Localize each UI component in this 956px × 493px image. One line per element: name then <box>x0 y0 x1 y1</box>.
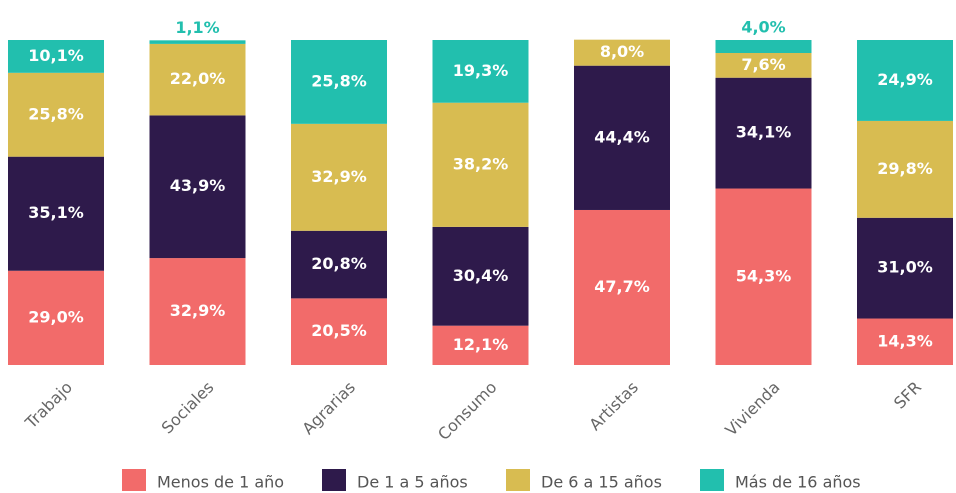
value-label: 1,1% <box>175 18 219 37</box>
value-label: 54,3% <box>736 266 792 285</box>
x-tick-label: Trabajo <box>21 378 76 433</box>
value-label: 31,0% <box>877 258 933 277</box>
legend-swatch <box>506 469 530 491</box>
value-label: 29,8% <box>877 159 933 178</box>
legend-label: De 1 a 5 años <box>357 473 468 492</box>
value-label: 44,4% <box>594 127 650 146</box>
bar-segment <box>574 209 670 365</box>
legend-swatch <box>322 469 346 491</box>
value-label: 34,1% <box>736 123 792 142</box>
x-tick-label: Vivienda <box>721 378 783 440</box>
value-label: 35,1% <box>28 203 84 222</box>
value-label: 19,3% <box>453 61 509 80</box>
bar-segment <box>715 40 812 53</box>
bar-segment <box>149 258 246 365</box>
bar-segment <box>432 40 529 103</box>
legend-swatch <box>122 469 146 491</box>
value-label: 25,8% <box>311 71 367 90</box>
value-label: 32,9% <box>170 301 226 320</box>
x-tick-label: SFR <box>890 378 925 413</box>
value-label: 43,9% <box>170 176 226 195</box>
bar-segment <box>149 43 246 116</box>
value-label: 32,9% <box>311 167 367 186</box>
value-label: 8,0% <box>600 42 644 61</box>
bar-segment <box>291 298 387 365</box>
legend-swatch <box>700 469 724 491</box>
bar-segment <box>857 318 953 365</box>
bar-segment <box>715 77 812 189</box>
legend-label: De 6 a 15 años <box>541 473 662 492</box>
x-tick-label: Consumo <box>434 378 500 444</box>
bar-segment <box>8 156 104 271</box>
value-label: 20,5% <box>311 321 367 340</box>
bar-segment <box>291 230 387 299</box>
bar-segment <box>291 40 387 124</box>
bar-segment <box>715 188 812 365</box>
x-tick-label: Agrarias <box>298 378 359 439</box>
bar-segment <box>432 325 529 365</box>
value-label: 25,8% <box>28 104 84 123</box>
bar-segment <box>8 72 104 157</box>
value-label: 4,0% <box>741 18 785 37</box>
value-label: 22,0% <box>170 69 226 88</box>
bar-segment <box>857 217 953 319</box>
bar-segment <box>574 39 670 66</box>
bar-segment <box>857 120 953 218</box>
bar-segment <box>149 40 246 44</box>
value-label: 7,6% <box>741 55 785 74</box>
value-label: 12,1% <box>453 335 509 354</box>
value-label: 14,3% <box>877 331 933 350</box>
value-label: 38,2% <box>453 154 509 173</box>
value-label: 10,1% <box>28 46 84 65</box>
legend-label: Más de 16 años <box>735 473 861 492</box>
bar-segment <box>574 65 670 210</box>
bar-segment <box>8 270 104 365</box>
value-label: 47,7% <box>594 277 650 296</box>
value-label: 24,9% <box>877 70 933 89</box>
bar-segment <box>432 102 529 227</box>
x-tick-label: Sociales <box>158 378 218 438</box>
bar-segment <box>715 53 812 78</box>
value-label: 29,0% <box>28 307 84 326</box>
value-label: 20,8% <box>311 254 367 273</box>
value-label: 30,4% <box>453 266 509 285</box>
bar-segment <box>8 40 104 73</box>
legend-label: Menos de 1 año <box>157 473 284 492</box>
x-tick-label: Artistas <box>585 378 642 435</box>
bar-segment <box>857 40 953 121</box>
bar-segment <box>291 123 387 231</box>
bar-segment <box>149 115 246 259</box>
bar-segment <box>432 226 529 326</box>
